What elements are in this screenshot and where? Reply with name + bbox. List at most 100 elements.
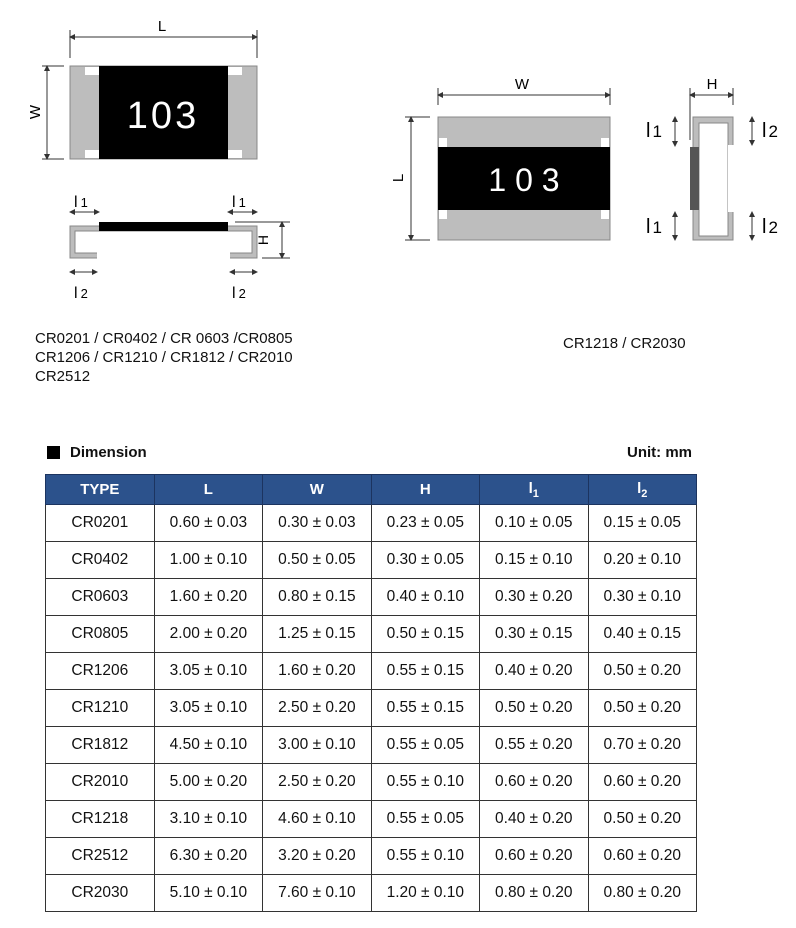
table-cell: 0.55 ± 0.10 [370, 837, 481, 875]
table-cell: 0.30 ± 0.05 [370, 541, 481, 579]
table-cell: 1.25 ± 0.15 [262, 615, 372, 653]
left-chip-top-view: L W 103 [27, 18, 258, 160]
table-cell: 6.30 ± 0.20 [153, 837, 264, 875]
column-header: W [262, 474, 372, 505]
table-cell: 1.00 ± 0.10 [153, 541, 264, 579]
table-cell: 0.60 ± 0.20 [479, 837, 589, 875]
table-cell: 0.40 ± 0.20 [479, 800, 589, 838]
dim-label-L: L [158, 18, 166, 35]
section-title-text: Dimension [70, 444, 147, 461]
section-title: Dimension [47, 444, 147, 461]
table-cell: 0.30 ± 0.03 [262, 504, 372, 542]
table-row: CR1812 4.50 ± 0.10 3.00 ± 0.10 0.55 ± 0.05 0… [45, 726, 698, 764]
table-row: CR2512 6.30 ± 0.20 3.20 ± 0.20 0.55 ± 0.10 0… [45, 837, 698, 875]
table-cell: 0.40 ± 0.20 [479, 652, 589, 690]
table-cell: 0.55 ± 0.15 [370, 652, 481, 690]
table-cell: 0.55 ± 0.10 [370, 763, 481, 801]
table-cell: CR1206 [45, 652, 155, 690]
table-cell: 0.50 ± 0.05 [262, 541, 372, 579]
table-cell: 0.80 ± 0.15 [262, 578, 372, 616]
table-cell: 3.10 ± 0.10 [153, 800, 264, 838]
table-cell: 0.30 ± 0.10 [587, 578, 698, 616]
table-cell: 0.10 ± 0.05 [479, 504, 589, 542]
caption-line: CR1206 / CR1210 / CR1812 / CR2010 [35, 349, 293, 366]
table-cell: 0.30 ± 0.15 [479, 615, 589, 653]
table-cell: 1.20 ± 0.10 [370, 874, 481, 912]
table-cell: 3.00 ± 0.10 [262, 726, 372, 764]
square-bullet-icon [47, 446, 60, 459]
table-cell: 2.00 ± 0.20 [153, 615, 264, 653]
table-cell: 2.50 ± 0.20 [262, 689, 372, 727]
table-cell: CR0201 [45, 504, 155, 542]
table-cell: 0.60 ± 0.03 [153, 504, 264, 542]
table-cell: CR0402 [45, 541, 155, 579]
table-cell: 0.50 ± 0.20 [587, 652, 698, 690]
unit-label: Unit: mm [627, 444, 692, 461]
table-cell: 3.20 ± 0.20 [262, 837, 372, 875]
table-cell: 0.55 ± 0.20 [479, 726, 589, 764]
table-cell: 0.60 ± 0.20 [587, 837, 698, 875]
table-cell: CR1218 [45, 800, 155, 838]
table-cell: 1.60 ± 0.20 [262, 652, 372, 690]
table-cell: 0.70 ± 0.20 [587, 726, 698, 764]
table-cell: 5.00 ± 0.20 [153, 763, 264, 801]
table-cell: CR2512 [45, 837, 155, 875]
caption-line: CR2512 [35, 368, 91, 385]
table-row: CR0402 1.00 ± 0.10 0.50 ± 0.05 0.30 ± 0.05 0… [45, 541, 698, 579]
table-cell: 0.15 ± 0.10 [479, 541, 589, 579]
table-cell: CR2030 [45, 874, 155, 912]
table-cell: 0.80 ± 0.20 [587, 874, 698, 912]
table-cell: 4.50 ± 0.10 [153, 726, 264, 764]
caption-line: CR0201 / CR0402 / CR 0603 /CR0805 [35, 330, 293, 347]
table-row: CR1210 3.05 ± 0.10 2.50 ± 0.20 0.55 ± 0.15 0… [45, 689, 698, 727]
table-cell: 0.80 ± 0.20 [479, 874, 589, 912]
table-cell: 0.40 ± 0.15 [587, 615, 698, 653]
dim-label-L: L [390, 174, 407, 182]
table-cell: 5.10 ± 0.10 [153, 874, 264, 912]
table-cell: 4.60 ± 0.10 [262, 800, 372, 838]
column-header: L [153, 474, 264, 505]
right-caption: CR1218 / CR2030 [563, 335, 686, 352]
table-cell: 0.30 ± 0.20 [479, 578, 589, 616]
column-header: TYPE [45, 474, 155, 505]
table-row: CR0805 2.00 ± 0.20 1.25 ± 0.15 0.50 ± 0.15 0… [45, 615, 698, 653]
table-row: CR0603 1.60 ± 0.20 0.80 ± 0.15 0.40 ± 0.10 0… [45, 578, 698, 616]
table-cell: 2.50 ± 0.20 [262, 763, 372, 801]
column-header: H [370, 474, 481, 505]
table-cell: 0.55 ± 0.05 [370, 800, 481, 838]
left-caption: CR0201 / CR0402 / CR 0603 /CR0805 CR1206… [35, 329, 293, 386]
table-cell: 3.05 ± 0.10 [153, 689, 264, 727]
dim-label-W: W [27, 104, 44, 119]
dim-label-H: H [255, 235, 271, 245]
chip-marking: 103 [127, 95, 199, 137]
table-cell: 0.55 ± 0.05 [370, 726, 481, 764]
column-header: l1 [479, 474, 589, 505]
table-cell: 0.15 ± 0.05 [587, 504, 698, 542]
table-cell: 7.60 ± 0.10 [262, 874, 372, 912]
column-header: l2 [587, 474, 698, 505]
table-cell: 0.50 ± 0.20 [587, 689, 698, 727]
dim-label-W: W [515, 76, 530, 93]
table-cell: 0.40 ± 0.10 [370, 578, 481, 616]
table-row: CR2010 5.00 ± 0.20 2.50 ± 0.20 0.55 ± 0.10 0… [45, 763, 698, 801]
table-cell: 0.20 ± 0.10 [587, 541, 698, 579]
table-cell: 1.60 ± 0.20 [153, 578, 264, 616]
table-cell: 0.60 ± 0.20 [587, 763, 698, 801]
table-cell: 0.23 ± 0.05 [370, 504, 481, 542]
table-cell: CR0603 [45, 578, 155, 616]
table-cell: 0.55 ± 0.15 [370, 689, 481, 727]
dim-label-H: H [707, 76, 718, 93]
table-row: CR1218 3.10 ± 0.10 4.60 ± 0.10 0.55 ± 0.05 0… [45, 800, 698, 838]
